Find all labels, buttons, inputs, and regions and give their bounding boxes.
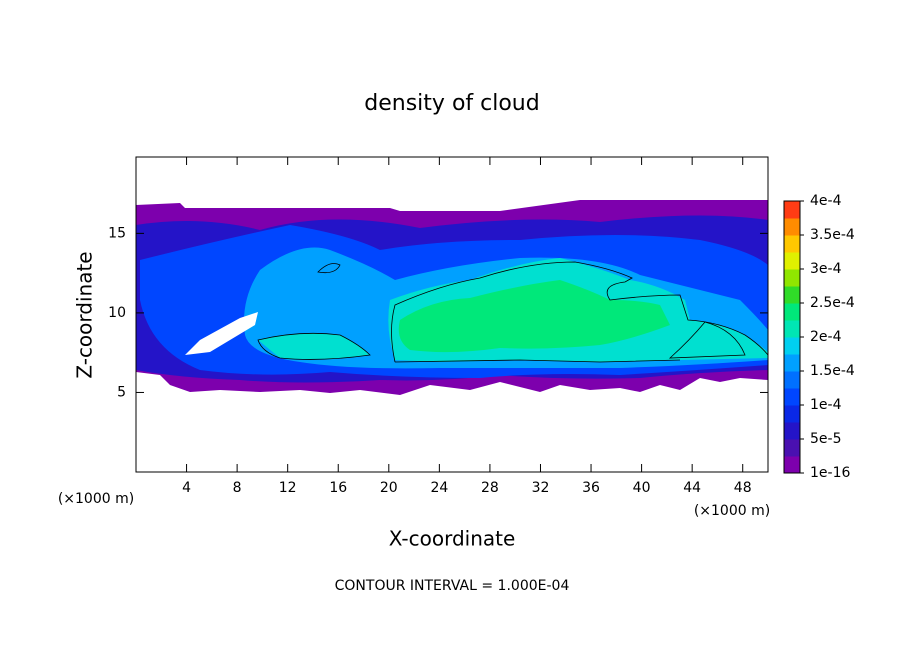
colorbar-label: 3e-4: [810, 261, 842, 277]
chart-title: density of cloud: [364, 91, 539, 116]
y-tick-label: 10: [108, 305, 126, 321]
colorbar-band: [784, 371, 800, 389]
colorbar-label: 4e-4: [810, 193, 842, 209]
field-level: [398, 280, 670, 353]
colorbar-band: [784, 388, 800, 406]
x-tick-label: 16: [329, 480, 347, 496]
colorbar-label: 1e-16: [810, 465, 850, 481]
colorbar-band: [784, 354, 800, 372]
plot-frame: [135, 156, 769, 473]
colorbar-label: 3.5e-4: [810, 227, 855, 243]
colorbar-band: [784, 303, 800, 321]
colorbar-label: 2.5e-4: [810, 295, 855, 311]
contour-field: [136, 200, 768, 395]
colorbar-band: [784, 405, 800, 423]
colorbar-band: [784, 439, 800, 457]
field-level: [258, 333, 370, 360]
field-hole: [185, 312, 258, 355]
colorbar-label: 2e-4: [810, 329, 842, 345]
colorbar-label: 1.5e-4: [810, 363, 855, 379]
x-tick-label: 44: [683, 480, 701, 496]
x-tick-label: 4: [182, 480, 191, 496]
x-tick-label: 40: [633, 480, 651, 496]
colorbar-band: [784, 320, 800, 338]
x-tick-label: 8: [233, 480, 242, 496]
colorbar-label: 5e-5: [810, 431, 841, 447]
y-unit-label: (×1000 m): [58, 491, 134, 507]
x-axis-label: X-coordinate: [389, 527, 516, 551]
y-tick-label: 5: [117, 384, 126, 400]
footer-note: CONTOUR INTERVAL = 1.000E-04: [335, 578, 570, 594]
colorbar-band: [784, 337, 800, 355]
colorbar-band: [784, 422, 800, 440]
y-tick-label: 15: [108, 225, 126, 241]
x-tick-label: 36: [582, 480, 600, 496]
colorbar-label: 1e-4: [810, 397, 842, 413]
colorbar-band: [784, 269, 800, 287]
y-axis-label: Z-coordinate: [73, 251, 97, 378]
contour-lines: [257, 261, 768, 363]
colorbar-band: [784, 235, 800, 253]
x-tick-label: 28: [481, 480, 499, 496]
x-tick-label: 48: [734, 480, 752, 496]
colorbar-band: [784, 456, 800, 474]
colorbar-band: [784, 218, 800, 236]
colorbar-band: [784, 201, 800, 219]
x-unit-label: (×1000 m): [694, 503, 770, 519]
x-tick-label: 12: [279, 480, 297, 496]
colorbar-band: [784, 252, 800, 270]
x-tick-label: 32: [532, 480, 550, 496]
x-tick-label: 24: [430, 480, 448, 496]
x-tick-label: 20: [380, 480, 398, 496]
colorbar-band: [784, 286, 800, 304]
